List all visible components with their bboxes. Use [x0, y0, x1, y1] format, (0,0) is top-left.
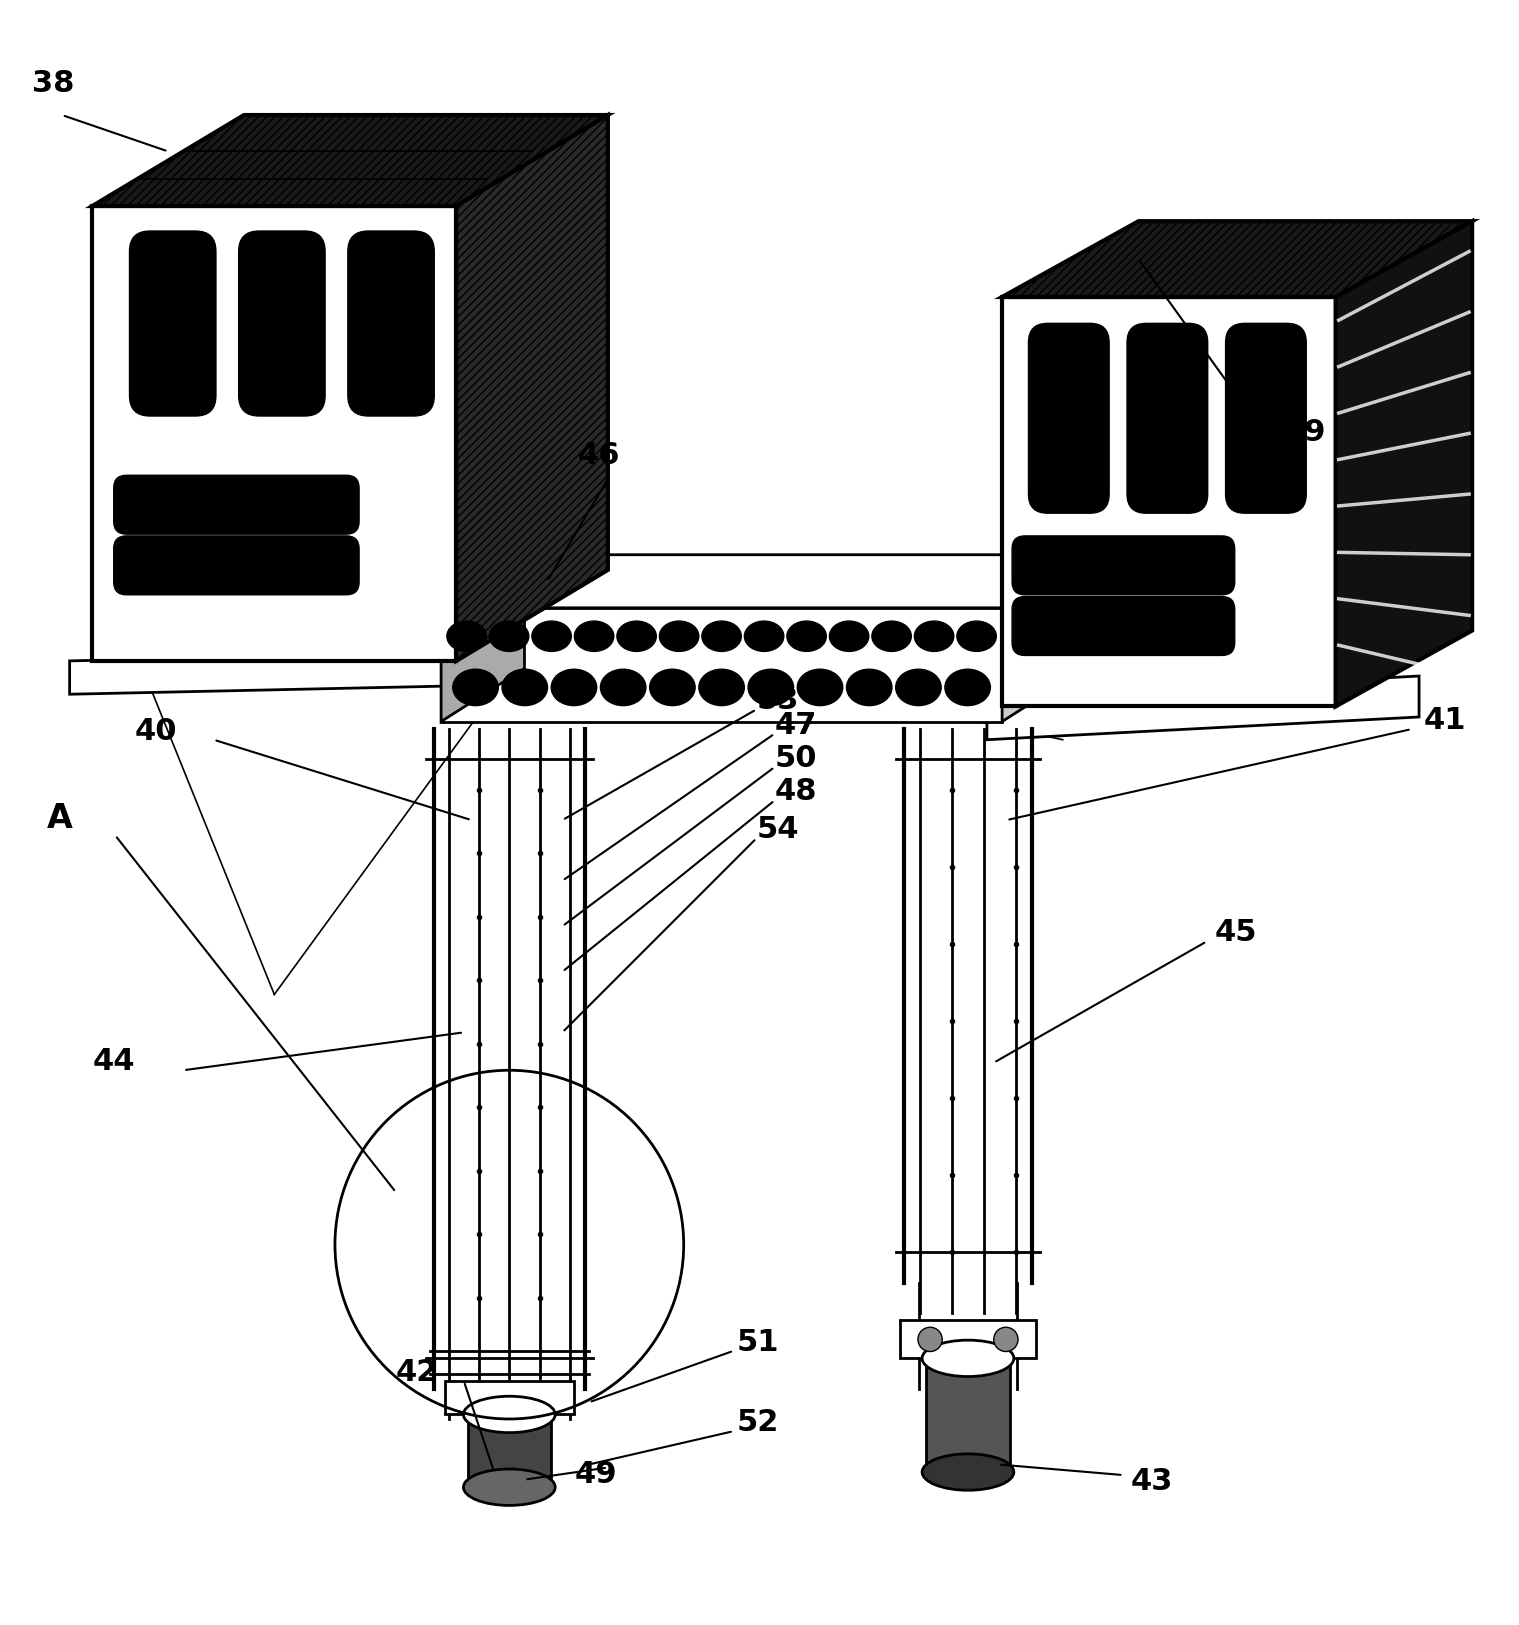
Ellipse shape — [650, 670, 696, 705]
FancyBboxPatch shape — [129, 231, 216, 416]
Text: 42: 42 — [395, 1358, 437, 1388]
FancyBboxPatch shape — [1226, 323, 1306, 514]
Ellipse shape — [532, 621, 571, 652]
FancyBboxPatch shape — [1012, 536, 1235, 595]
Text: 38: 38 — [32, 70, 74, 98]
Polygon shape — [987, 676, 1419, 739]
Text: 49: 49 — [574, 1459, 617, 1488]
FancyBboxPatch shape — [114, 536, 358, 595]
Ellipse shape — [787, 621, 826, 652]
FancyBboxPatch shape — [114, 474, 358, 535]
Text: 52: 52 — [737, 1409, 779, 1436]
Ellipse shape — [747, 670, 793, 705]
Polygon shape — [456, 115, 608, 661]
Ellipse shape — [501, 670, 547, 705]
Ellipse shape — [551, 670, 597, 705]
Text: 45: 45 — [1214, 918, 1256, 947]
FancyBboxPatch shape — [1028, 323, 1109, 514]
Text: 51: 51 — [737, 1328, 779, 1357]
Text: 53: 53 — [756, 686, 799, 715]
Ellipse shape — [922, 1341, 1013, 1376]
Ellipse shape — [797, 670, 843, 705]
Polygon shape — [70, 652, 532, 694]
Text: 48: 48 — [775, 777, 817, 806]
FancyBboxPatch shape — [348, 231, 434, 416]
Ellipse shape — [922, 1454, 1013, 1490]
Polygon shape — [1003, 297, 1335, 707]
Ellipse shape — [699, 670, 744, 705]
Text: 40: 40 — [135, 717, 178, 746]
Text: 46: 46 — [577, 440, 620, 470]
Polygon shape — [1003, 221, 1472, 297]
Ellipse shape — [896, 670, 942, 705]
Ellipse shape — [846, 670, 892, 705]
Ellipse shape — [744, 621, 784, 652]
Ellipse shape — [914, 621, 954, 652]
Text: 43: 43 — [1132, 1467, 1173, 1497]
Ellipse shape — [617, 621, 656, 652]
Ellipse shape — [463, 1396, 554, 1433]
Ellipse shape — [945, 670, 990, 705]
Ellipse shape — [702, 621, 741, 652]
FancyBboxPatch shape — [1012, 596, 1235, 655]
Ellipse shape — [447, 621, 486, 652]
Polygon shape — [468, 1414, 551, 1487]
Ellipse shape — [957, 621, 996, 652]
Text: 39: 39 — [1282, 418, 1325, 447]
Ellipse shape — [829, 621, 869, 652]
Polygon shape — [93, 115, 608, 206]
Circle shape — [993, 1328, 1018, 1352]
Polygon shape — [441, 554, 1086, 608]
Polygon shape — [441, 608, 1003, 722]
Text: 44: 44 — [93, 1046, 135, 1076]
Text: 54: 54 — [756, 816, 799, 845]
Polygon shape — [1335, 221, 1472, 707]
Text: A: A — [47, 801, 73, 835]
Ellipse shape — [453, 670, 498, 705]
Ellipse shape — [872, 621, 911, 652]
Text: 50: 50 — [775, 744, 817, 773]
Polygon shape — [1003, 554, 1086, 722]
Polygon shape — [445, 1381, 574, 1414]
Ellipse shape — [489, 621, 529, 652]
Ellipse shape — [463, 1469, 554, 1505]
FancyBboxPatch shape — [238, 231, 325, 416]
Ellipse shape — [659, 621, 699, 652]
Polygon shape — [93, 206, 456, 661]
Text: 41: 41 — [1423, 707, 1466, 734]
Ellipse shape — [574, 621, 614, 652]
Ellipse shape — [600, 670, 646, 705]
Polygon shape — [899, 1321, 1036, 1358]
Polygon shape — [441, 554, 524, 722]
Circle shape — [917, 1328, 942, 1352]
Polygon shape — [927, 1358, 1010, 1472]
Text: 47: 47 — [775, 710, 817, 739]
FancyBboxPatch shape — [1127, 323, 1208, 514]
